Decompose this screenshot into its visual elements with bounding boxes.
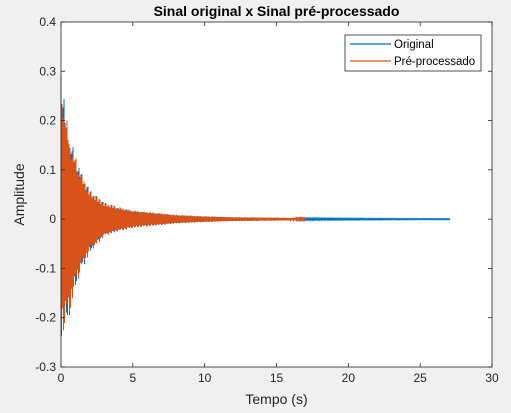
x-tick-label: 15 — [270, 371, 284, 385]
series-line-pre-processado — [60, 74, 306, 331]
legend-box — [344, 34, 482, 72]
series-layer — [60, 74, 451, 336]
legend-label-pre-processado: Pré-processado — [394, 56, 475, 68]
y-axis-label: Amplitude — [11, 163, 27, 225]
x-tick-label: 5 — [129, 371, 136, 385]
y-tick-label: -0.3 — [35, 360, 56, 374]
x-axis-label: Tempo (s) — [245, 391, 307, 407]
y-tick-label: 0.4 — [39, 15, 56, 29]
legend: Original Pré-processado — [344, 34, 482, 72]
y-ticks: -0.3 -0.2 -0.1 0 0.1 0.2 0.3 0.4 — [35, 15, 492, 374]
y-tick-label: -0.2 — [35, 311, 56, 325]
x-tick-label: 10 — [198, 371, 212, 385]
legend-label-original: Original — [394, 39, 434, 51]
plot-area — [61, 22, 492, 367]
y-tick-label: 0.2 — [39, 114, 56, 128]
chart-title: Sinal original x Sinal pré-processado — [154, 3, 400, 19]
y-tick-label: 0.3 — [39, 64, 56, 78]
x-tick-label: 30 — [485, 371, 499, 385]
x-tick-label: 0 — [58, 371, 65, 385]
x-ticks: 0 5 10 15 20 25 30 — [58, 22, 499, 385]
y-tick-label: 0 — [49, 212, 56, 226]
y-tick-label: -0.1 — [35, 261, 56, 275]
y-tick-label: 0.1 — [39, 163, 56, 177]
x-tick-label: 25 — [413, 371, 427, 385]
x-tick-label: 20 — [342, 371, 356, 385]
